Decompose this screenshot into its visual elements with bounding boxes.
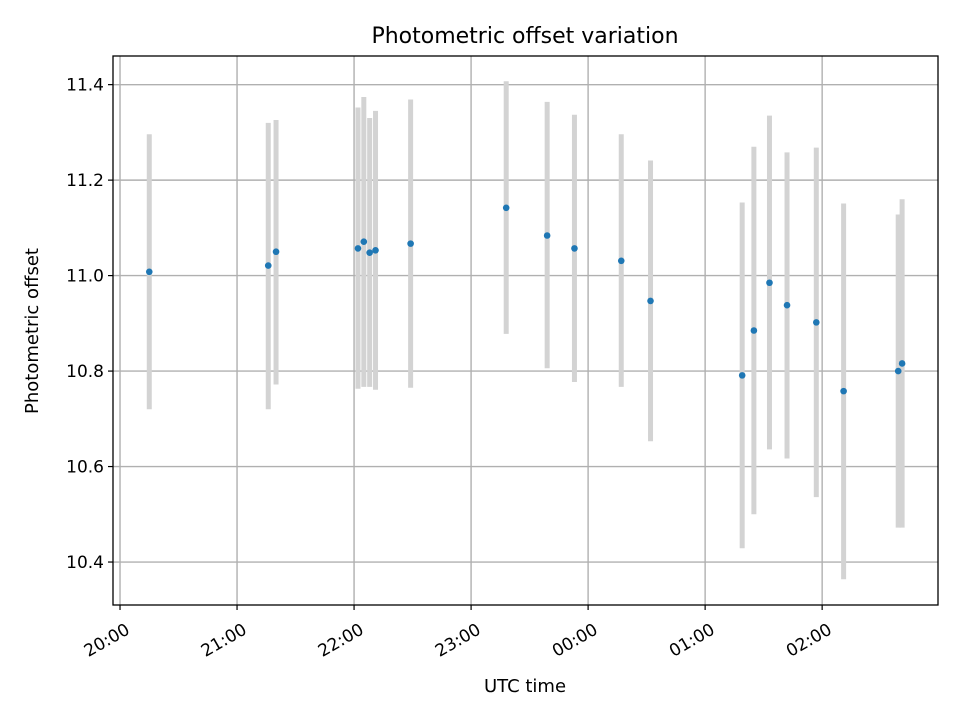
data-point xyxy=(571,245,578,252)
data-point xyxy=(407,240,414,247)
y-axis-label: Photometric offset xyxy=(22,248,43,414)
x-tick-label: 01:00 xyxy=(666,620,718,662)
x-tick-label: 22:00 xyxy=(315,620,367,662)
x-tick-label: 21:00 xyxy=(198,620,250,662)
data-point xyxy=(738,372,746,379)
y-tick-label: 10.8 xyxy=(66,362,104,382)
data-point xyxy=(272,248,280,256)
data-point xyxy=(783,301,791,309)
data-points xyxy=(145,204,906,395)
data-point xyxy=(502,204,510,212)
data-point xyxy=(812,319,820,326)
data-point xyxy=(766,279,773,287)
data-point xyxy=(894,367,902,375)
data-point xyxy=(647,297,654,305)
data-point xyxy=(372,246,379,254)
y-tick-label: 10.4 xyxy=(66,553,104,573)
chart-title: Photometric offset variation xyxy=(371,24,678,49)
data-point xyxy=(617,257,625,265)
x-tick-label: 00:00 xyxy=(549,620,601,662)
data-point xyxy=(543,232,551,239)
x-axis-label: UTC time xyxy=(484,676,566,697)
data-point xyxy=(145,268,153,276)
error-bars xyxy=(146,81,905,580)
data-point xyxy=(840,387,847,395)
data-point xyxy=(898,360,906,367)
y-tick-label: 10.6 xyxy=(66,458,104,478)
y-tick-label: 11.2 xyxy=(66,171,104,191)
data-point xyxy=(354,245,362,252)
x-tick-label: 23:00 xyxy=(432,620,484,662)
data-point xyxy=(750,327,758,334)
y-tick-label: 11.4 xyxy=(66,76,104,96)
grid xyxy=(113,56,938,605)
data-point xyxy=(264,262,272,269)
data-point xyxy=(360,238,368,246)
axis-ticks: 20:00 21:00 22:00 23:00 00:00 01:00 02:00 10.4 1… xyxy=(66,76,835,662)
data-point xyxy=(366,249,373,256)
x-tick-label: 02:00 xyxy=(783,620,835,662)
x-tick-label: 20:00 xyxy=(81,620,133,662)
y-tick-label: 11.0 xyxy=(66,267,104,287)
plot-frame xyxy=(112,55,939,606)
